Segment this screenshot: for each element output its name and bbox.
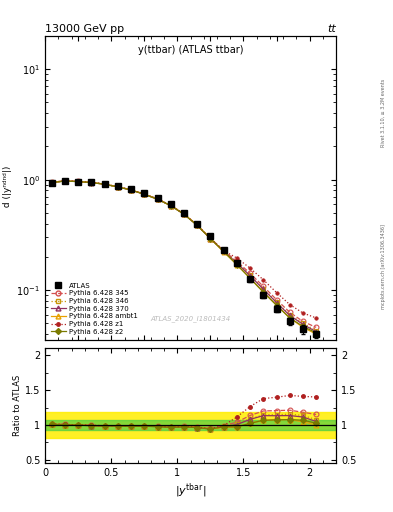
Text: y(ttbar) (ATLAS ttbar): y(ttbar) (ATLAS ttbar) [138, 45, 243, 55]
Text: tt: tt [327, 24, 336, 34]
Legend: ATLAS, Pythia 6.428 345, Pythia 6.428 346, Pythia 6.428 370, Pythia 6.428 ambt1,: ATLAS, Pythia 6.428 345, Pythia 6.428 34… [49, 281, 140, 337]
Y-axis label: Ratio to ATLAS: Ratio to ATLAS [13, 375, 22, 436]
Text: Rivet 3.1.10, ≥ 3.2M events: Rivet 3.1.10, ≥ 3.2M events [381, 78, 386, 147]
X-axis label: $|y^{\mathregular{tbar}}|$: $|y^{\mathregular{tbar}}|$ [175, 481, 206, 500]
Text: ATLAS_2020_I1801434: ATLAS_2020_I1801434 [151, 315, 231, 322]
Y-axis label: 1/σ dσⁿᵈ
 d (|yⁿᵈⁿᵈ|): 1/σ dσⁿᵈ d (|yⁿᵈⁿᵈ|) [0, 166, 12, 210]
Text: mcplots.cern.ch [arXiv:1306.3436]: mcplots.cern.ch [arXiv:1306.3436] [381, 224, 386, 309]
Text: 13000 GeV pp: 13000 GeV pp [45, 24, 124, 34]
